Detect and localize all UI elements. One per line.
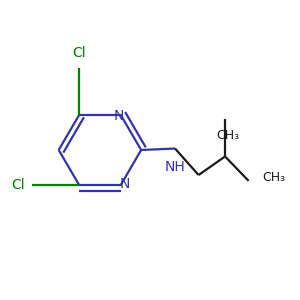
Text: NH: NH [165,160,185,174]
Text: N: N [114,109,124,123]
Text: CH₃: CH₃ [217,129,240,142]
Text: CH₃: CH₃ [262,172,285,184]
Text: N: N [120,177,130,191]
Text: Cl: Cl [11,178,25,192]
Text: Cl: Cl [73,46,86,60]
